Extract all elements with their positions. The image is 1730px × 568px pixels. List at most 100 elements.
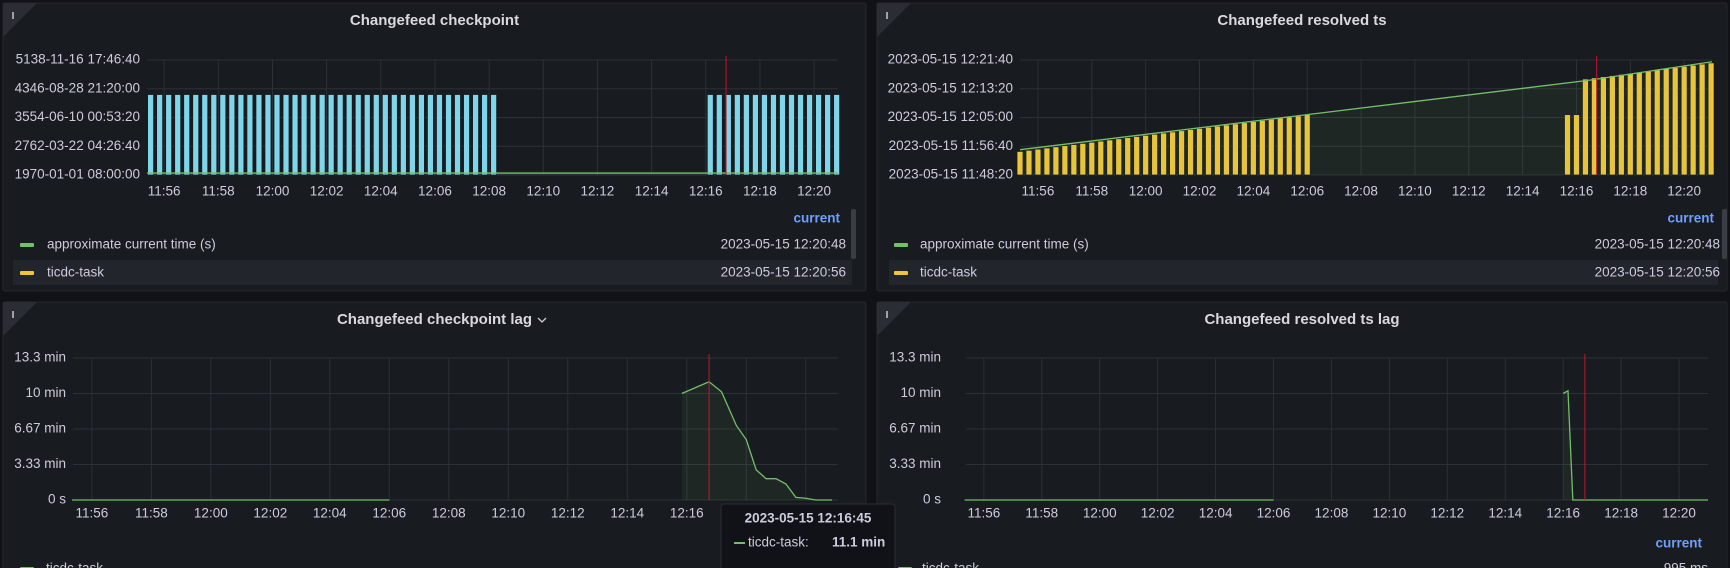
y-tick-label: 6.67 min bbox=[14, 421, 66, 436]
bar bbox=[246, 94, 254, 176]
y-tick-label: 2023-05-15 11:56:40 bbox=[889, 138, 1013, 153]
bar bbox=[1070, 144, 1078, 176]
y-tick-label: 6.67 min bbox=[889, 421, 941, 436]
bar bbox=[1016, 151, 1024, 176]
legend-header: current bbox=[793, 211, 840, 226]
bar bbox=[1133, 136, 1141, 176]
x-tick-label: 12:18 bbox=[1613, 184, 1647, 199]
bar bbox=[1079, 142, 1087, 176]
x-tick-label: 12:14 bbox=[610, 506, 644, 521]
bar bbox=[806, 94, 813, 176]
bar bbox=[156, 94, 164, 176]
x-tick-label: 12:00 bbox=[256, 184, 290, 199]
bar bbox=[336, 94, 344, 176]
bar bbox=[1573, 114, 1580, 176]
panel-title[interactable]: Changefeed checkpoint lag bbox=[337, 311, 532, 328]
bar bbox=[1025, 149, 1033, 176]
x-tick-label: 12:08 bbox=[1344, 184, 1378, 199]
legend-name[interactable]: ticdc-task bbox=[920, 265, 977, 280]
x-tick-label: 11:56 bbox=[967, 506, 1000, 521]
title-caret bbox=[537, 317, 547, 323]
bar bbox=[797, 94, 804, 176]
x-tick-label: 12:20 bbox=[1662, 506, 1696, 521]
bar bbox=[372, 94, 380, 176]
bar bbox=[1097, 140, 1105, 176]
y-tick-label: 4346-08-28 21:20:00 bbox=[15, 80, 140, 95]
x-tick-label: 12:08 bbox=[472, 184, 506, 199]
bar bbox=[255, 94, 263, 176]
panel: Changefeed checkpoint 1970-01-01 08:00:00… bbox=[2, 2, 867, 292]
bar bbox=[408, 94, 416, 176]
legend-name[interactable]: ticdc-task bbox=[46, 561, 103, 568]
bar bbox=[381, 94, 389, 176]
bar bbox=[210, 94, 218, 176]
bar bbox=[445, 94, 452, 176]
x-tick-label: 11:58 bbox=[1025, 506, 1058, 521]
y-tick-label: 0 s bbox=[923, 492, 941, 507]
legend-name[interactable]: approximate current time (s) bbox=[47, 237, 216, 252]
x-tick-label: 12:02 bbox=[253, 506, 287, 521]
panel-frame bbox=[876, 301, 1728, 568]
bar bbox=[399, 94, 407, 176]
legend-header: current bbox=[1667, 211, 1714, 226]
bar bbox=[733, 94, 741, 176]
x-tick-label: 12:12 bbox=[551, 506, 585, 521]
bar bbox=[291, 94, 299, 176]
x-tick-label: 12:16 bbox=[670, 506, 704, 521]
y-tick-label: 13.3 min bbox=[889, 350, 941, 365]
x-tick-label: 12:04 bbox=[1236, 184, 1270, 199]
legend-name[interactable]: ticdc-task bbox=[922, 561, 979, 568]
bar bbox=[427, 94, 434, 176]
panel-title[interactable]: Changefeed checkpoint bbox=[350, 12, 519, 29]
panel-frame bbox=[2, 301, 867, 568]
bar bbox=[788, 94, 795, 176]
tooltip-value: 11.1 min bbox=[832, 535, 885, 550]
bar bbox=[463, 94, 470, 176]
y-tick-label: 10 min bbox=[900, 385, 941, 400]
legend-value: 995 ms bbox=[1664, 561, 1709, 568]
legend-header: current bbox=[1655, 536, 1702, 551]
bar bbox=[815, 94, 822, 176]
bar bbox=[147, 94, 155, 176]
y-tick-label: 13.3 min bbox=[14, 350, 66, 365]
bar bbox=[1088, 141, 1096, 176]
x-tick-label: 12:20 bbox=[1667, 184, 1701, 199]
panel-title[interactable]: Changefeed resolved ts lag bbox=[1204, 311, 1399, 328]
bar bbox=[833, 94, 841, 176]
legend-name[interactable]: ticdc-task bbox=[47, 265, 104, 280]
panel-info-corner bbox=[3, 302, 37, 336]
legend-name[interactable]: approximate current time (s) bbox=[920, 237, 1089, 252]
bar bbox=[327, 94, 335, 176]
bar bbox=[1187, 129, 1194, 176]
y-tick-label: 3.33 min bbox=[14, 456, 66, 471]
x-tick-label: 11:58 bbox=[135, 506, 168, 521]
legend-value: 2023-05-15 12:20:48 bbox=[1595, 237, 1720, 252]
panel-title[interactable]: Changefeed resolved ts bbox=[1217, 12, 1386, 29]
bar bbox=[1591, 77, 1598, 176]
legend-row-highlight bbox=[889, 260, 1718, 285]
x-tick-label: 12:06 bbox=[1257, 506, 1291, 521]
x-tick-label: 11:58 bbox=[202, 184, 235, 199]
x-tick-label: 12:16 bbox=[1546, 506, 1580, 521]
y-tick-label: 2762-03-22 04:26:40 bbox=[15, 138, 140, 153]
y-tick-label: 2023-05-15 12:21:40 bbox=[888, 52, 1013, 67]
bar bbox=[1061, 145, 1069, 176]
panel-info-corner bbox=[877, 3, 911, 37]
bar bbox=[1564, 114, 1571, 176]
x-tick-label: 12:10 bbox=[1372, 506, 1406, 521]
y-tick-label: 0 s bbox=[48, 492, 66, 507]
x-tick-label: 11:58 bbox=[1075, 184, 1108, 199]
bar bbox=[1608, 75, 1616, 176]
x-tick-label: 12:04 bbox=[364, 184, 398, 199]
bar bbox=[1151, 133, 1159, 176]
x-tick-label: 12:02 bbox=[310, 184, 344, 199]
bar bbox=[165, 94, 173, 176]
bar bbox=[1034, 148, 1042, 176]
bar bbox=[1052, 146, 1060, 176]
bar bbox=[454, 94, 461, 176]
legend-row-highlight bbox=[13, 260, 852, 285]
bar bbox=[345, 94, 353, 176]
bar bbox=[724, 94, 732, 176]
bar bbox=[201, 94, 209, 176]
